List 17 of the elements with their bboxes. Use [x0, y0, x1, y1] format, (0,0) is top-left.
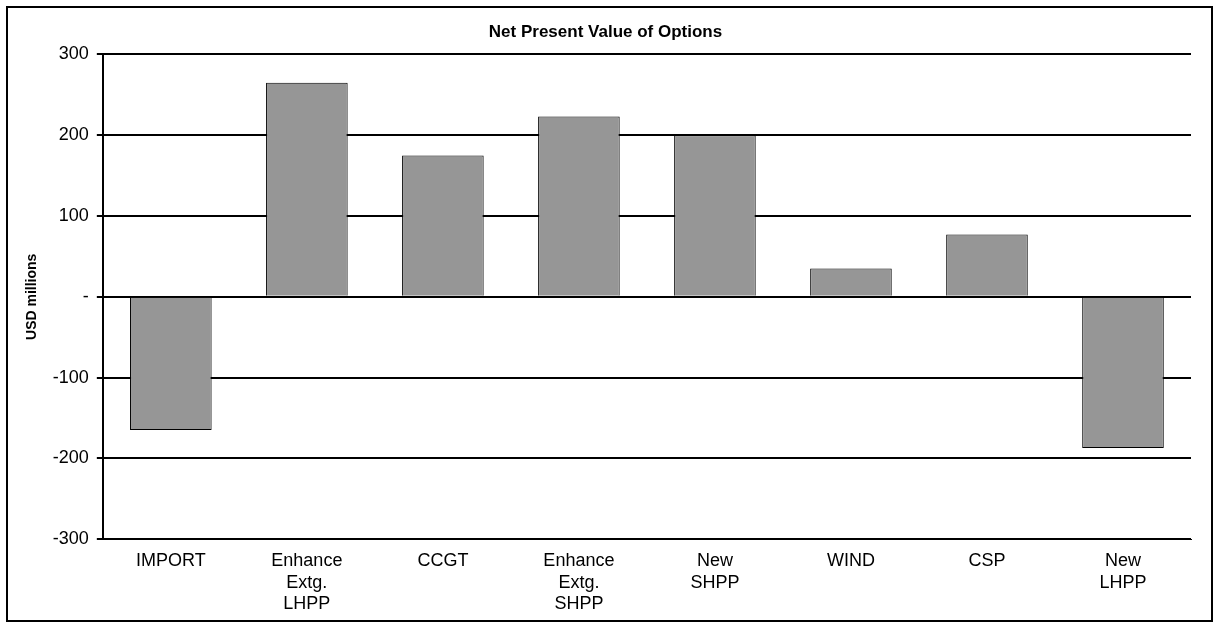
y-tick-label: 100 [58, 204, 89, 225]
x-tick-label: Enhance Extg. SHPP [543, 549, 615, 614]
y-tick-label: 300 [58, 43, 89, 64]
x-tick-label: WIND [826, 549, 875, 570]
y-tick-label: -200 [52, 447, 89, 468]
y-tick-label: - [82, 285, 89, 306]
x-tick-label: Enhance Extg. LHPP [271, 549, 343, 614]
chart-title: Net Present Value of Options [488, 21, 723, 41]
x-tick-label: New LHPP [1099, 549, 1147, 592]
x-tick-label: CCGT [417, 549, 469, 570]
x-tick-label: IMPORT [136, 549, 206, 570]
y-tick-label: -100 [52, 366, 89, 387]
y-axis-title: USD millions [23, 253, 40, 340]
y-tick-label: -300 [52, 528, 89, 549]
x-tick-label: CSP [968, 549, 1006, 570]
x-tick-label: New SHPP [690, 549, 740, 592]
y-tick-label: 200 [58, 124, 89, 145]
